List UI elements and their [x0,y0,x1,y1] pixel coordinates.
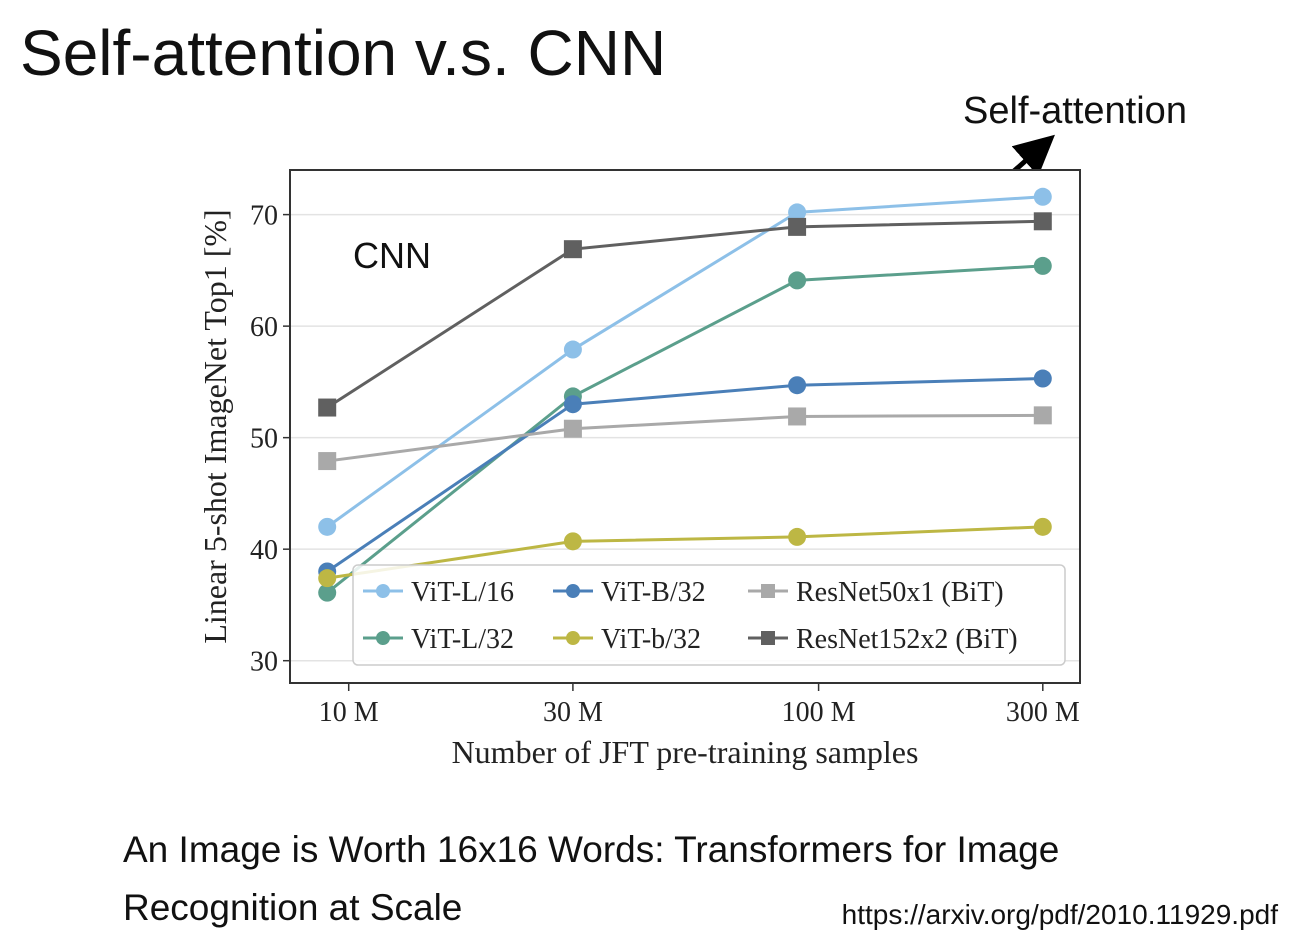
slide-title: Self-attention v.s. CNN [20,17,666,89]
y-tick-label: 50 [250,424,278,455]
data-point [318,569,337,588]
legend-label: ViT-L/32 [411,624,514,655]
data-point [563,395,582,414]
data-point [563,532,582,551]
url: https://arxiv.org/pdf/2010.11929.pdf [842,899,1279,930]
caption: An Image is Worth 16x16 Words: Transform… [123,829,1059,870]
data-point [563,419,582,438]
data-point [788,203,807,222]
legend-label: ViT-L/16 [411,577,514,608]
data-point [788,407,807,426]
legend-label: ViT-B/32 [601,577,706,608]
x-tick-label: 10 M [319,697,379,728]
data-point [1033,187,1052,206]
x-tick-label: 100 M [782,697,856,728]
data-point [318,398,337,417]
legend-label: ViT-b/32 [601,624,701,655]
data-point [788,527,807,546]
series-line [326,195,1043,529]
y-tick-label: 40 [250,535,278,566]
legend-marker [376,631,390,645]
series-line [326,219,1043,409]
legend-box [352,564,1066,666]
data-point [788,376,807,395]
data-point [788,271,807,290]
caption: Recognition at Scale [123,887,462,928]
y-tick-label: 30 [250,647,278,678]
series-line [327,413,1043,463]
data-point [318,452,337,471]
data-point [563,340,582,359]
series-line [326,264,1043,594]
chart: 30 40 50 60 70 10 M 30 M 100 M 300 M Number of JF… [197,169,1081,770]
annotation: CNN [353,235,431,276]
data-point [788,217,807,236]
series-line [326,525,1043,580]
y-axis-label: Linear 5-shot ImageNet Top1 [%] [197,209,233,643]
data-point [318,583,337,602]
legend-marker [376,584,390,598]
y-tick-label: 70 [250,201,278,232]
x-tick-label: 300 M [1006,697,1080,728]
legend-marker [761,584,775,598]
legend-marker [566,631,580,645]
legend-marker [566,584,580,598]
legend-marker [761,631,775,645]
legend-label: ResNet152x2 (BiT) [796,624,1018,655]
plot-frame [289,169,1081,684]
y-tick-label: 60 [250,312,278,343]
data-point [563,240,582,259]
annotation: Self-attention [963,90,1187,132]
data-point [1033,369,1052,388]
data-point [1033,517,1052,536]
series-line [326,377,1043,573]
data-point [1033,256,1052,275]
x-axis-label: Number of JFT pre-training samples [452,734,919,770]
data-point [318,517,337,536]
legend-label: ResNet50x1 (BiT) [796,577,1004,608]
data-point [1033,212,1052,231]
data-point [1033,406,1052,425]
x-tick-label: 30 M [543,697,603,728]
